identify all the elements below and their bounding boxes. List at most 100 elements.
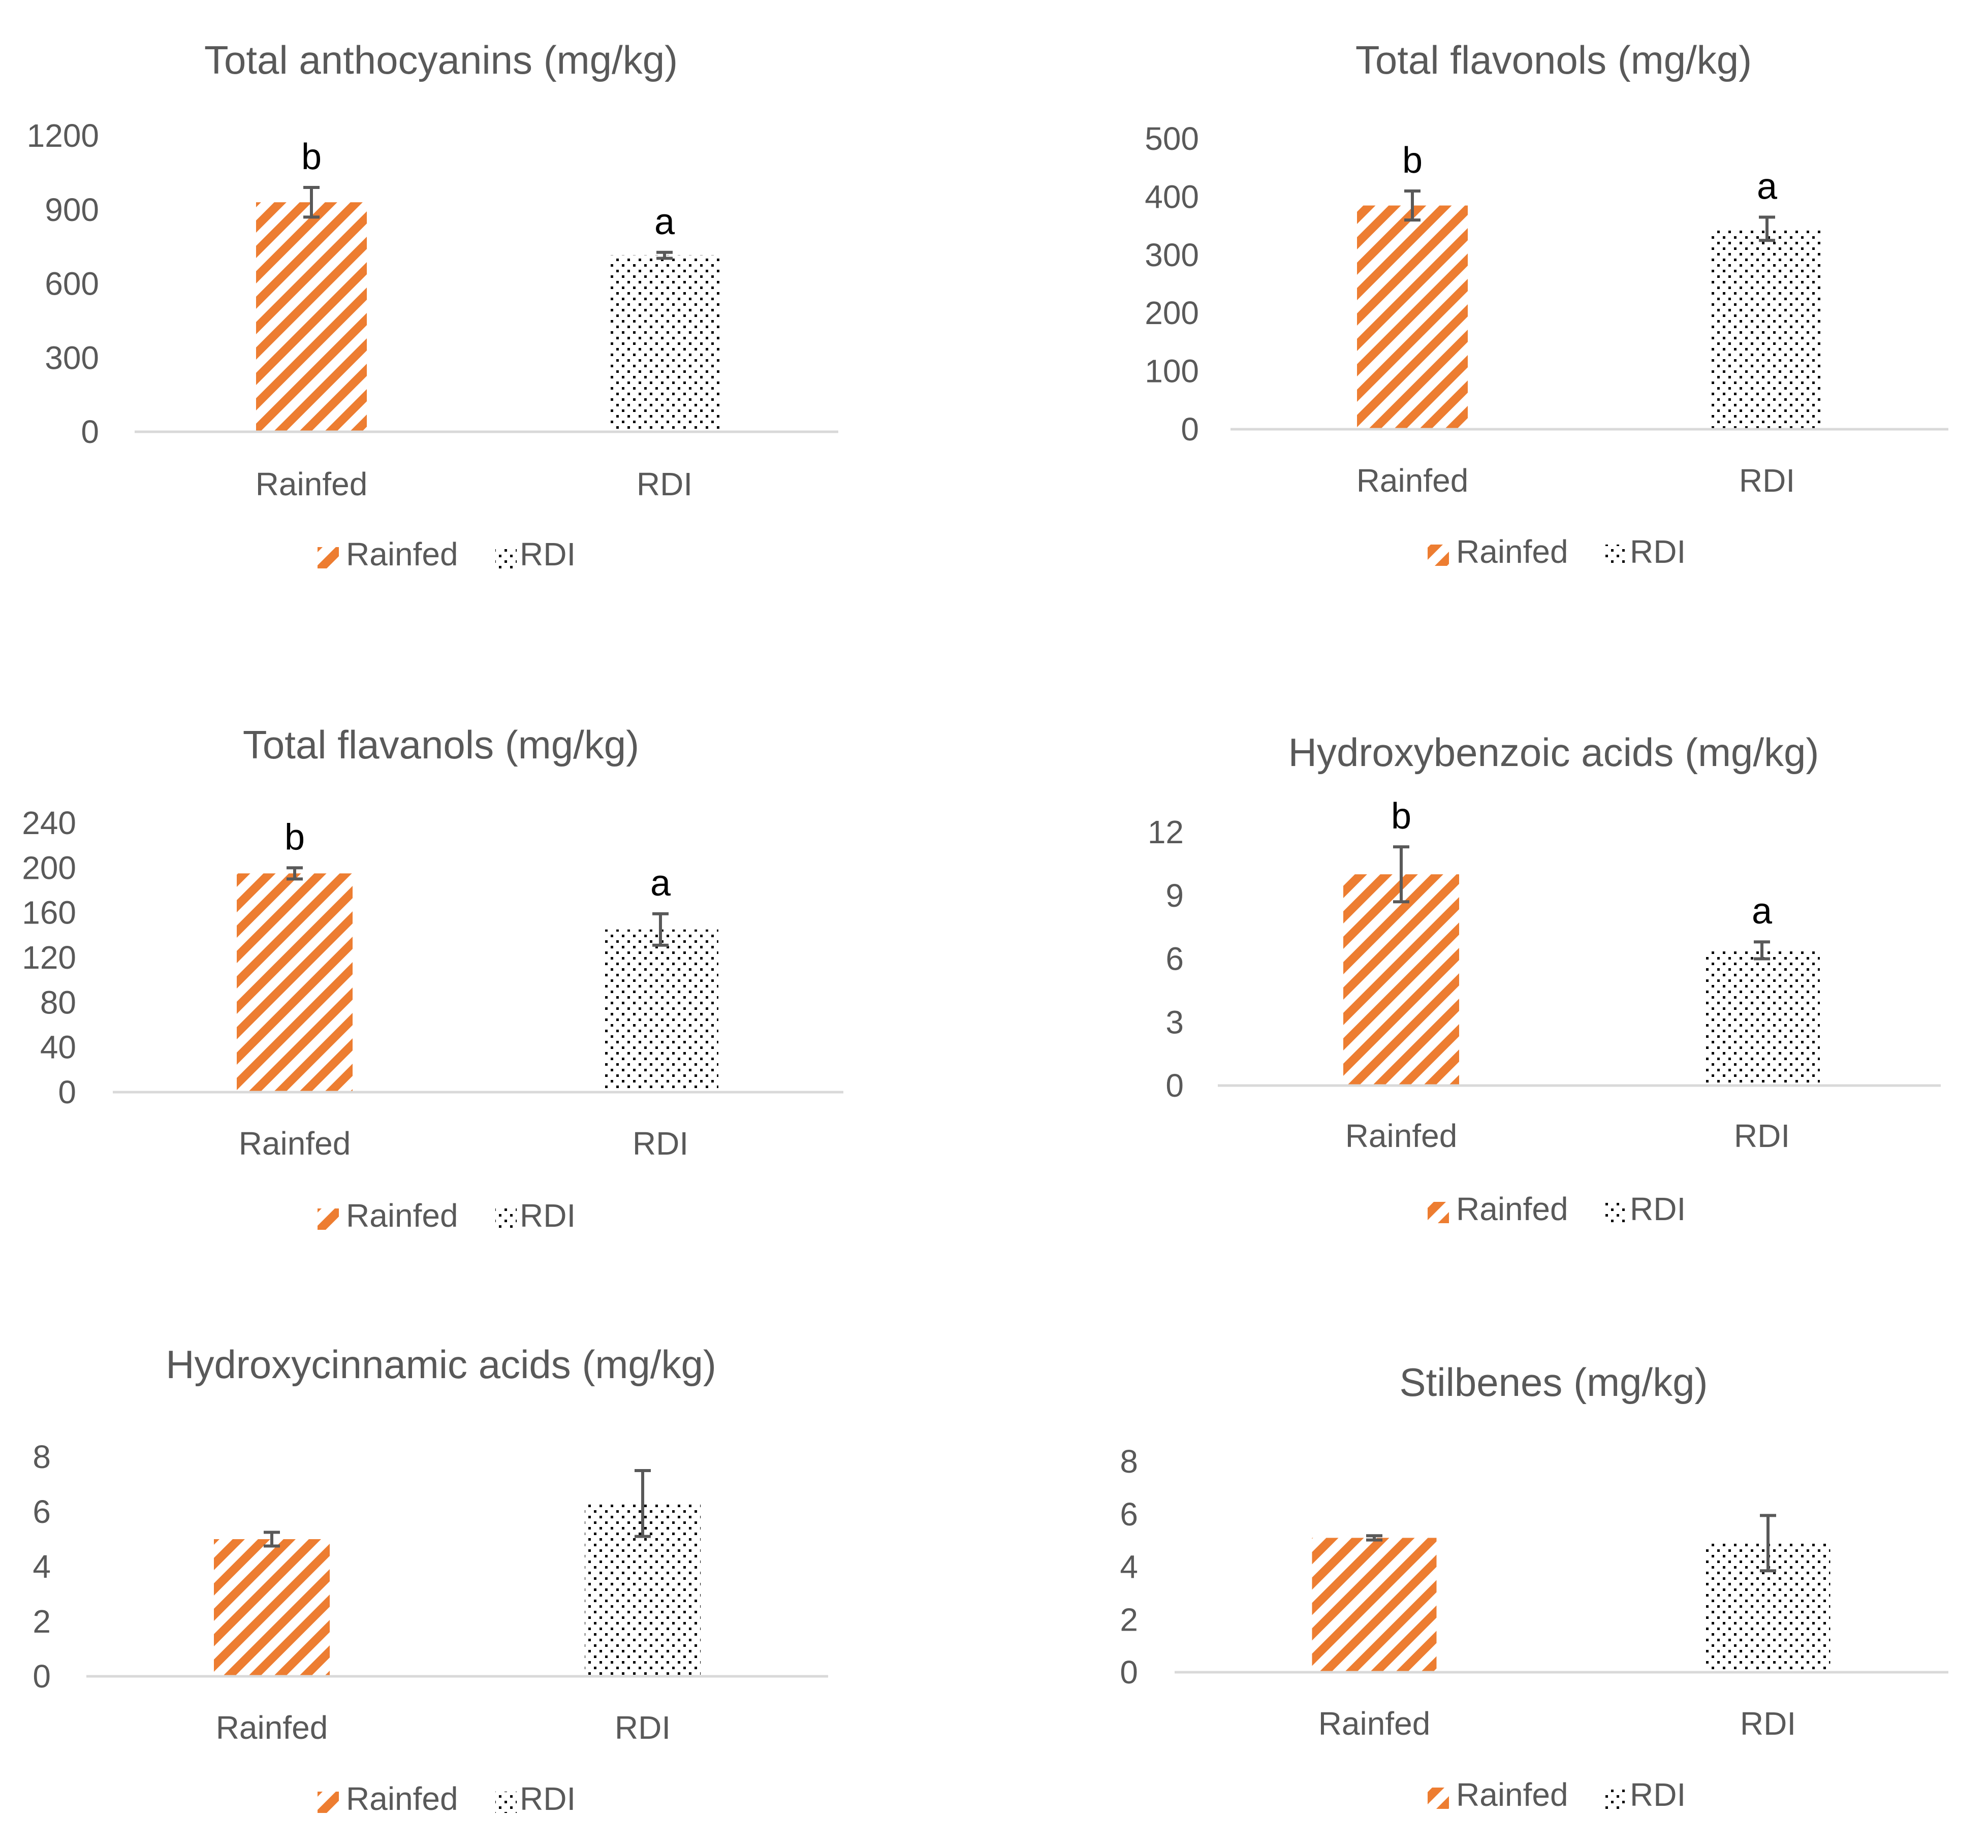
chart-panel-1: Total anthocyanins (mg/kg) 0 300 600 900 1200… bbox=[27, 38, 838, 572]
bar-rainfed bbox=[256, 202, 367, 432]
legend-label-rdi: RDI bbox=[520, 1780, 576, 1817]
error-bar-rdi bbox=[652, 912, 669, 947]
y-tick-label: 9 bbox=[1165, 877, 1184, 914]
bar-rainfed bbox=[214, 1539, 330, 1676]
y-tick-label: 6 bbox=[1120, 1496, 1138, 1533]
category-label: Rainfed bbox=[1345, 1118, 1458, 1154]
bar-rdi bbox=[603, 929, 718, 1092]
y-tick-label: 200 bbox=[1145, 295, 1199, 331]
significance-letter: a bbox=[650, 863, 671, 904]
category-label: Rainfed bbox=[216, 1709, 328, 1746]
y-tick-label: 120 bbox=[22, 939, 76, 976]
significance-letter: a bbox=[654, 202, 675, 242]
legend-swatch-rainfed bbox=[1428, 1202, 1449, 1223]
y-tick-label: 0 bbox=[1120, 1654, 1138, 1691]
error-bar-rainfed bbox=[1366, 1534, 1382, 1542]
category-label: RDI bbox=[1739, 462, 1795, 499]
significance-letter: a bbox=[1752, 891, 1773, 932]
legend: Rainfed RDI bbox=[1428, 1776, 1686, 1813]
legend-label-rainfed: Rainfed bbox=[346, 1780, 458, 1817]
y-tick-label: 200 bbox=[22, 849, 76, 886]
category-label: RDI bbox=[1740, 1705, 1796, 1742]
chart-panel-2: Total flavonols (mg/kg) 0 100 200 300 400 500 b… bbox=[1145, 38, 1948, 570]
legend-swatch-rainfed bbox=[318, 1792, 339, 1813]
category-label: Rainfed bbox=[239, 1125, 351, 1162]
y-tick-label: 80 bbox=[40, 984, 76, 1021]
error-bar-rdi bbox=[1754, 940, 1770, 961]
legend-swatch-rainfed bbox=[318, 1208, 339, 1230]
error-bar-rainfed bbox=[264, 1531, 280, 1548]
y-tick-label: 240 bbox=[22, 805, 76, 841]
legend-swatch-rdi bbox=[1605, 1788, 1627, 1809]
legend: Rainfed RDI bbox=[318, 1197, 576, 1234]
legend-label-rdi: RDI bbox=[520, 1197, 576, 1234]
chart-title: Stilbenes (mg/kg) bbox=[1400, 1360, 1708, 1405]
bar-rdi bbox=[1704, 950, 1820, 1086]
category-label: RDI bbox=[637, 466, 692, 502]
legend-swatch-rdi bbox=[495, 547, 517, 568]
legend-swatch-rainfed bbox=[1428, 1788, 1449, 1809]
y-tick-label: 6 bbox=[33, 1493, 51, 1530]
legend-swatch-rdi bbox=[1605, 1202, 1627, 1223]
y-tick-label: 1200 bbox=[27, 117, 99, 154]
chart-panel-3: Total flavanols (mg/kg) 0 40 80 120 160 200 240… bbox=[22, 722, 843, 1234]
category-label: RDI bbox=[615, 1709, 671, 1746]
legend: Rainfed RDI bbox=[1428, 1191, 1686, 1227]
error-bar-rainfed bbox=[303, 186, 320, 219]
chart-panel-5: Hydroxycinnamic acids (mg/kg) 0 2 4 6 8 Rainfe… bbox=[33, 1342, 828, 1817]
legend-swatch-rainfed bbox=[1428, 545, 1449, 566]
y-tick-label: 6 bbox=[1165, 941, 1184, 977]
y-tick-label: 12 bbox=[1148, 814, 1184, 850]
y-tick-label: 3 bbox=[1165, 1004, 1184, 1040]
y-tick-label: 300 bbox=[1145, 237, 1199, 273]
chart-title: Hydroxycinnamic acids (mg/kg) bbox=[166, 1342, 716, 1387]
legend: Rainfed RDI bbox=[318, 1780, 576, 1817]
y-tick-label: 0 bbox=[1165, 1067, 1184, 1104]
legend-label-rainfed: Rainfed bbox=[1456, 1776, 1568, 1813]
category-label: RDI bbox=[633, 1125, 688, 1162]
legend-swatch-rainfed bbox=[318, 547, 339, 568]
y-tick-label: 0 bbox=[81, 413, 99, 450]
category-label: Rainfed bbox=[256, 466, 368, 502]
y-tick-label: 0 bbox=[33, 1658, 51, 1695]
chart-title: Total flavanols (mg/kg) bbox=[243, 722, 639, 767]
y-tick-label: 4 bbox=[1120, 1549, 1138, 1585]
significance-letter: b bbox=[301, 137, 322, 177]
error-bar-rainfed bbox=[1404, 189, 1421, 222]
error-bar-rdi bbox=[1760, 1514, 1776, 1573]
y-tick-label: 500 bbox=[1145, 120, 1199, 157]
y-tick-label: 900 bbox=[45, 192, 99, 228]
y-tick-label: 0 bbox=[1181, 411, 1199, 448]
legend-label-rainfed: Rainfed bbox=[1456, 533, 1568, 570]
y-tick-label: 160 bbox=[22, 895, 76, 931]
significance-letter: b bbox=[1402, 140, 1423, 181]
significance-letter: a bbox=[1757, 166, 1778, 207]
bar-rainfed bbox=[1343, 874, 1459, 1086]
legend-swatch-rdi bbox=[495, 1792, 517, 1813]
error-bar-rdi bbox=[1759, 215, 1775, 242]
y-tick-label: 400 bbox=[1145, 178, 1199, 215]
y-tick-label: 40 bbox=[40, 1029, 76, 1066]
legend-swatch-rdi bbox=[1605, 545, 1627, 566]
y-tick-label: 8 bbox=[1120, 1443, 1138, 1480]
chart-panel-4: Hydroxybenzoic acids (mg/kg) 0 3 6 9 12 b Rainf… bbox=[1148, 730, 1941, 1227]
significance-letter: b bbox=[285, 817, 305, 857]
category-label: Rainfed bbox=[1318, 1705, 1431, 1742]
legend-label-rainfed: Rainfed bbox=[346, 536, 458, 572]
significance-letter: b bbox=[1391, 796, 1411, 837]
legend-label-rdi: RDI bbox=[1630, 533, 1686, 570]
legend-label-rdi: RDI bbox=[520, 536, 576, 572]
error-bar-rdi bbox=[656, 250, 673, 260]
chart-title: Total flavonols (mg/kg) bbox=[1355, 38, 1752, 82]
bar-rdi bbox=[609, 255, 720, 432]
y-tick-label: 4 bbox=[33, 1548, 51, 1585]
legend-swatch-rdi bbox=[495, 1208, 517, 1230]
legend: Rainfed RDI bbox=[318, 536, 576, 572]
legend-label-rainfed: Rainfed bbox=[346, 1197, 458, 1234]
category-label: RDI bbox=[1734, 1118, 1790, 1154]
bar-rainfed bbox=[237, 873, 353, 1092]
legend-label-rainfed: Rainfed bbox=[1456, 1191, 1568, 1227]
legend-label-rdi: RDI bbox=[1630, 1776, 1686, 1813]
chart-title: Total anthocyanins (mg/kg) bbox=[204, 38, 678, 82]
